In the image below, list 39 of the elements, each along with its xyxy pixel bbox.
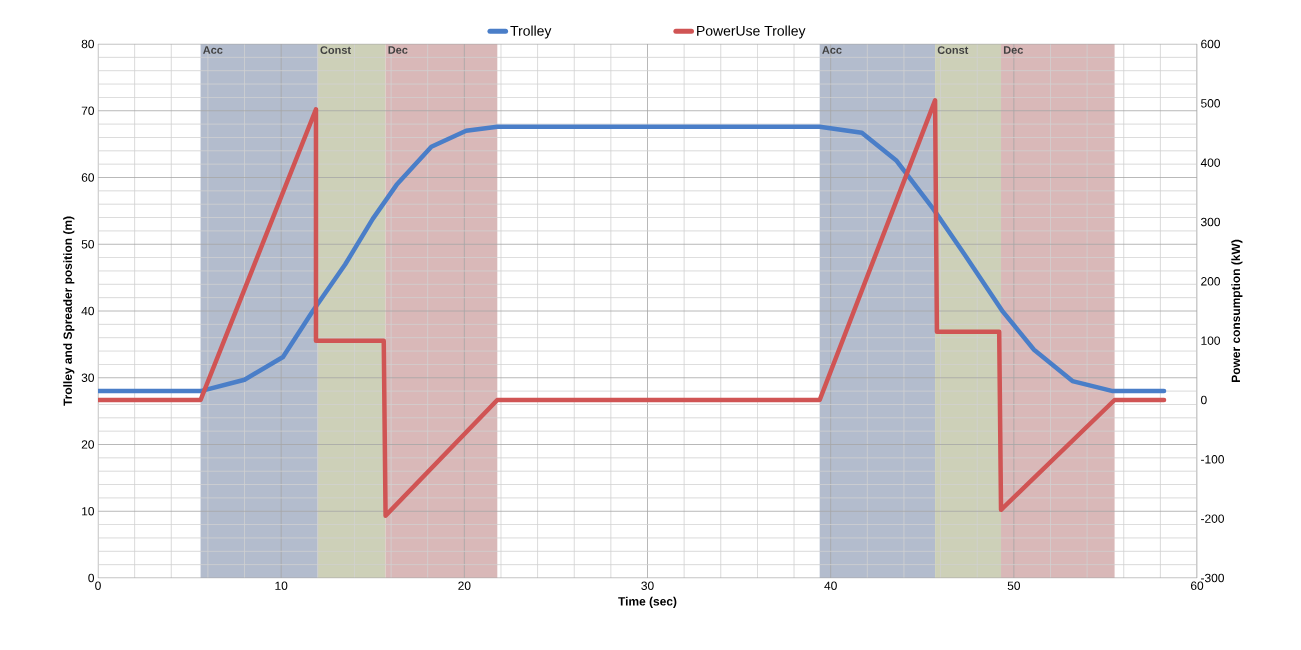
y-tick-label: 20 bbox=[81, 440, 95, 449]
x-tick-label: 40 bbox=[824, 581, 837, 590]
y-tick-label: 40 bbox=[81, 306, 95, 316]
y2-tick-label: -200 bbox=[1201, 514, 1224, 523]
y2-tick-label: 600 bbox=[1201, 39, 1221, 49]
y-tick-label: 70 bbox=[81, 106, 95, 115]
x-tick-label: 50 bbox=[1007, 581, 1021, 590]
y-tick-label: 50 bbox=[81, 240, 95, 249]
y-tick-label: 0 bbox=[88, 573, 95, 583]
x-axis-title: Time (sec) bbox=[618, 596, 677, 608]
band-label: Const bbox=[937, 46, 969, 54]
x-tick-label: 20 bbox=[458, 581, 471, 590]
band-label: Dec bbox=[388, 46, 408, 54]
y2-tick-label: -300 bbox=[1201, 573, 1224, 583]
y2-axis-title: Power consumption (kW) bbox=[1231, 239, 1243, 382]
y2-tick-label: 500 bbox=[1201, 99, 1221, 108]
band-label: Acc bbox=[203, 46, 223, 54]
y2-tick-label: 400 bbox=[1200, 158, 1221, 167]
x-tick-label: 30 bbox=[641, 581, 654, 590]
y-tick-label: 10 bbox=[82, 507, 95, 516]
band-label: Const bbox=[320, 46, 351, 54]
y-tick-label: 30 bbox=[81, 373, 95, 382]
y2-tick-label: 300 bbox=[1200, 217, 1221, 227]
legend-label: PowerUse Trolley bbox=[697, 25, 806, 39]
line-series bbox=[98, 98, 1167, 518]
y2-tick-label: 100 bbox=[1201, 336, 1221, 345]
band-label: Acc bbox=[822, 46, 842, 54]
y-axis-title: Trolley and Spreader position (m) bbox=[63, 216, 75, 406]
y-tick-label: 60 bbox=[81, 173, 95, 182]
y2-tick-label: 200 bbox=[1201, 277, 1221, 286]
line-series bbox=[98, 124, 1167, 394]
y2-tick-label: 0 bbox=[1201, 395, 1207, 405]
x-tick-label: 10 bbox=[275, 581, 288, 590]
band-label: Dec bbox=[1003, 46, 1023, 54]
x-tick-label: 0 bbox=[95, 581, 101, 590]
y-tick-label: 80 bbox=[81, 39, 95, 49]
legend-label: Trolley bbox=[510, 25, 552, 39]
y2-tick-label: -100 bbox=[1201, 455, 1224, 464]
x-tick-label: 60 bbox=[1190, 581, 1204, 590]
